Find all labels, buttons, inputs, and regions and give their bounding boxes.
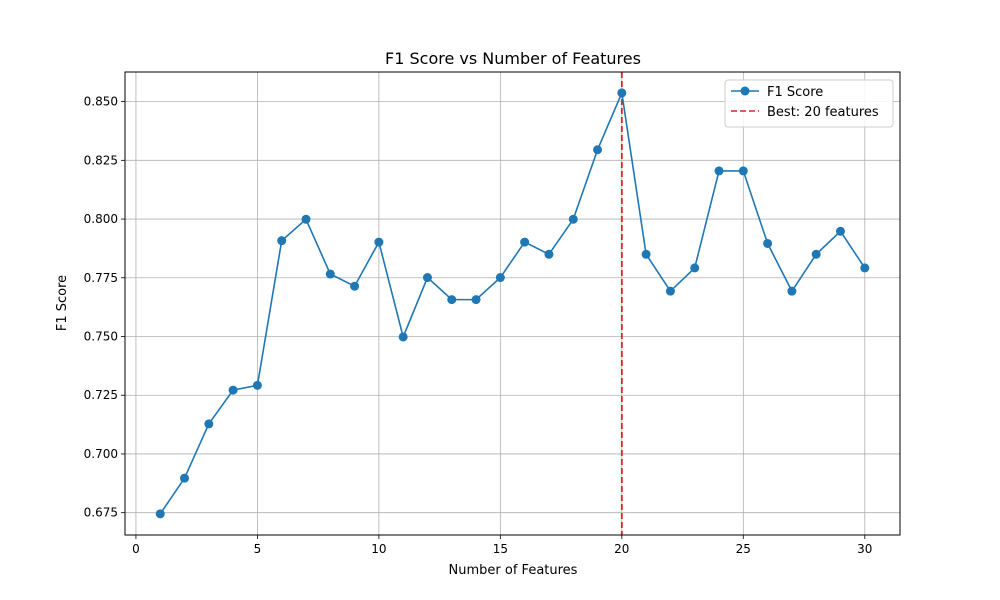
data-point (350, 281, 360, 291)
data-point (398, 332, 408, 342)
y-tick-label: 0.825 (84, 153, 118, 167)
data-point (204, 419, 214, 429)
y-tick-label: 0.675 (84, 506, 118, 520)
legend-box (724, 79, 894, 128)
legend-series-label: F1 Score (767, 85, 823, 100)
x-tick-label: 0 (132, 542, 140, 556)
ticks: 0 5 10 15 20 25 30 0.675 0.700 0.725 0.750 0.775 0.8… (84, 95, 873, 556)
data-point (763, 238, 773, 248)
data-point (155, 509, 165, 519)
data-point (738, 166, 748, 176)
chart-title: F1 Score vs Number of Features (385, 49, 641, 68)
y-tick-label: 0.775 (84, 271, 118, 285)
data-point (568, 214, 578, 224)
data-point (665, 286, 675, 296)
legend-series-marker (740, 86, 750, 96)
y-tick-label: 0.725 (84, 388, 118, 402)
y-tick-label: 0.800 (84, 212, 118, 226)
x-axis-label: Number of Features (449, 563, 578, 578)
y-axis-label: F1 Score (55, 275, 70, 331)
data-point (252, 380, 262, 390)
x-tick-label: 25 (736, 542, 751, 556)
data-point (860, 263, 870, 273)
data-point (228, 385, 238, 395)
y-tick-label: 0.750 (84, 330, 118, 344)
data-point (811, 249, 821, 259)
data-point (617, 88, 627, 98)
data-point (641, 249, 651, 259)
x-tick-label: 10 (371, 542, 386, 556)
data-point (374, 237, 384, 247)
grid (125, 72, 900, 535)
data-point (301, 214, 311, 224)
data-point (325, 269, 335, 279)
x-tick-label: 5 (254, 542, 262, 556)
x-tick-label: 20 (614, 542, 629, 556)
data-point (520, 237, 530, 247)
data-point (835, 226, 845, 236)
data-point (544, 249, 554, 259)
series-layer (155, 88, 870, 519)
data-point (471, 295, 481, 305)
x-tick-label: 30 (857, 542, 872, 556)
x-tick-label: 15 (493, 542, 508, 556)
data-point (690, 263, 700, 273)
legend: F1 Score Best: 20 features (724, 79, 894, 128)
data-point (277, 236, 287, 246)
data-point (422, 273, 432, 283)
legend-reference-label: Best: 20 features (767, 105, 879, 120)
data-point (714, 166, 724, 176)
y-tick-label: 0.700 (84, 447, 118, 461)
plot-frame (124, 71, 901, 536)
series-line (159, 90, 866, 515)
data-point (180, 473, 190, 483)
y-tick-label: 0.850 (84, 95, 118, 109)
data-point (787, 286, 797, 296)
data-point (495, 273, 505, 283)
data-point (593, 145, 603, 155)
data-point (447, 295, 457, 305)
